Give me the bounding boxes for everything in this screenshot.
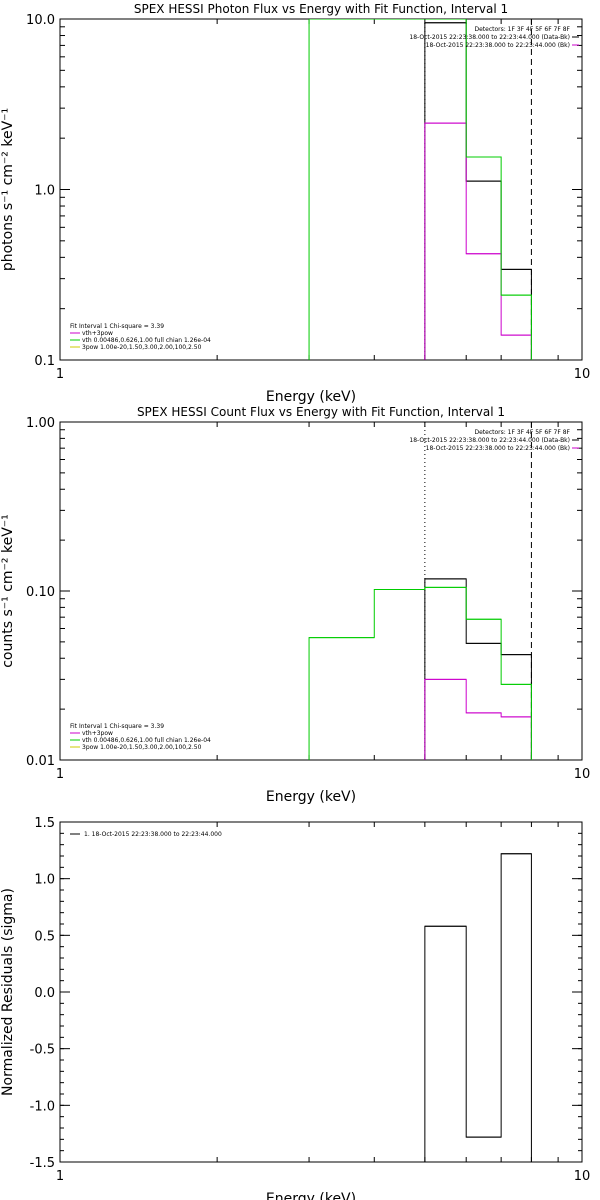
series-line <box>308 19 532 360</box>
header-legend-line: 18-Oct-2015 22:23:38.000 to 22:23:44.000… <box>409 437 570 444</box>
chart-panel-1: SPEX HESSI Photon Flux vs Energy with Fi… <box>0 2 590 405</box>
series-line <box>424 678 532 760</box>
header-legend: Detectors: 1F 3F 4F 5F 6F 7F 8F18-Oct-20… <box>409 429 579 452</box>
chart-title: SPEX HESSI Photon Flux vs Energy with Fi… <box>134 2 508 16</box>
fit-legend-line: vth+3pow <box>82 330 113 337</box>
y-tick-label: 0.1 <box>34 354 55 369</box>
fit-legend-line: 3pow 1.00e-20,1.50,3.00,2.00,100,2.50 <box>82 744 202 751</box>
x-tick-label: 10 <box>574 1169 591 1184</box>
fit-legend: Fit Interval 1 Chi-square = 3.39vth+3pow… <box>70 323 211 351</box>
y-tick-label: 10.0 <box>26 13 55 28</box>
plot-frame <box>59 421 583 761</box>
header-legend-line: 18-Oct-2015 22:23:38.000 to 22:23:44.000… <box>426 42 570 49</box>
header-legend: Detectors: 1F 3F 4F 5F 6F 7F 8F18-Oct-20… <box>409 26 579 49</box>
y-tick-label: 0.10 <box>26 585 55 600</box>
series-line <box>424 122 532 360</box>
y-tick-label: -0.5 <box>30 1043 55 1058</box>
header-legend-line: Detectors: 1F 3F 4F 5F 6F 7F 8F <box>474 429 570 436</box>
series-1 <box>424 22 532 360</box>
series-2 <box>424 678 532 760</box>
y-tick-label: -1.5 <box>30 1156 55 1171</box>
x-tick-label: 1 <box>56 367 64 382</box>
series-3 <box>308 19 532 360</box>
y-tick-label: -1.0 <box>30 1099 55 1114</box>
plot-area <box>308 19 532 360</box>
y-axis-label: photons s⁻¹ cm⁻² keV⁻¹ <box>0 108 16 271</box>
x-tick-label: 10 <box>574 367 591 382</box>
chart-panel-2: SPEX HESSI Count Flux vs Energy with Fit… <box>0 405 590 805</box>
fit-legend-line: vth+3pow <box>82 730 113 737</box>
y-tick-label: 1.0 <box>34 873 55 888</box>
x-tick-label: 1 <box>56 1169 64 1184</box>
y-axis-label: counts s⁻¹ cm⁻² keV⁻¹ <box>0 514 16 668</box>
series-1 <box>424 578 532 760</box>
fit-legend-line: vth 0.00486,0.626,1.00 full chian 1.26e-… <box>82 337 211 344</box>
series-3 <box>308 586 532 760</box>
header-legend-line: 18-Oct-2015 22:23:38.000 to 22:23:44.000… <box>409 34 570 41</box>
series-1 <box>424 853 532 1162</box>
y-tick-label: 0.5 <box>34 929 55 944</box>
fit-legend-line: vth 0.00486,0.626,1.00 full chian 1.26e-… <box>82 737 211 744</box>
y-tick-label: 1.00 <box>26 416 55 431</box>
y-axis: 0.01 0.10 1.00 <box>26 416 582 769</box>
x-axis-label: Energy (keV) <box>266 389 356 405</box>
fit-legend-line: 3pow 1.00e-20,1.50,3.00,2.00,100,2.50 <box>82 344 202 351</box>
series-line <box>424 22 532 360</box>
y-axis: -1.5 -1.0 -0.5 0.0 0.5 1.0 1.5 <box>30 816 582 1171</box>
residual-legend-line: 1. 18-Oct-2015 22:23:38.000 to 22:23:44.… <box>84 831 222 838</box>
header-legend-line: 18-Oct-2015 22:23:38.000 to 22:23:44.000… <box>426 445 570 452</box>
y-tick-label: 0.01 <box>26 754 55 769</box>
plot-area <box>424 853 532 1162</box>
y-tick-label: 1.5 <box>34 816 55 831</box>
fit-legend: 1. 18-Oct-2015 22:23:38.000 to 22:23:44.… <box>70 831 222 838</box>
fit-legend-line: Fit Interval 1 Chi-square = 3.39 <box>70 723 164 730</box>
series-line <box>308 586 532 760</box>
x-axis-label: Energy (keV) <box>266 789 356 805</box>
fit-legend-line: Fit Interval 1 Chi-square = 3.39 <box>70 323 164 330</box>
y-tick-label: 0.0 <box>34 986 55 1001</box>
plot-frame <box>59 18 583 361</box>
plot-frame <box>59 821 583 1163</box>
series-line <box>424 578 532 760</box>
x-axis: 1 10 <box>56 822 590 1184</box>
fit-legend: Fit Interval 1 Chi-square = 3.39vth+3pow… <box>70 723 211 751</box>
chart-title: SPEX HESSI Count Flux vs Energy with Fit… <box>137 405 505 419</box>
plot-area <box>308 422 532 760</box>
x-tick-label: 10 <box>574 767 591 782</box>
x-axis-label: Energy (keV) <box>266 1191 356 1200</box>
chart-panel-3: 1 10 Energy (keV) -1.5 -1.0 -0.5 0.0 0.5 1.0 1.5 N… <box>0 816 590 1200</box>
x-tick-label: 1 <box>56 767 64 782</box>
y-tick-label: 1.0 <box>34 184 55 199</box>
y-axis-label: Normalized Residuals (sigma) <box>0 888 16 1096</box>
header-legend-line: Detectors: 1F 3F 4F 5F 6F 7F 8F <box>474 26 570 33</box>
y-axis: 0.1 1.0 10.0 <box>26 13 582 369</box>
series-line <box>424 853 532 1162</box>
series-2 <box>424 122 532 360</box>
